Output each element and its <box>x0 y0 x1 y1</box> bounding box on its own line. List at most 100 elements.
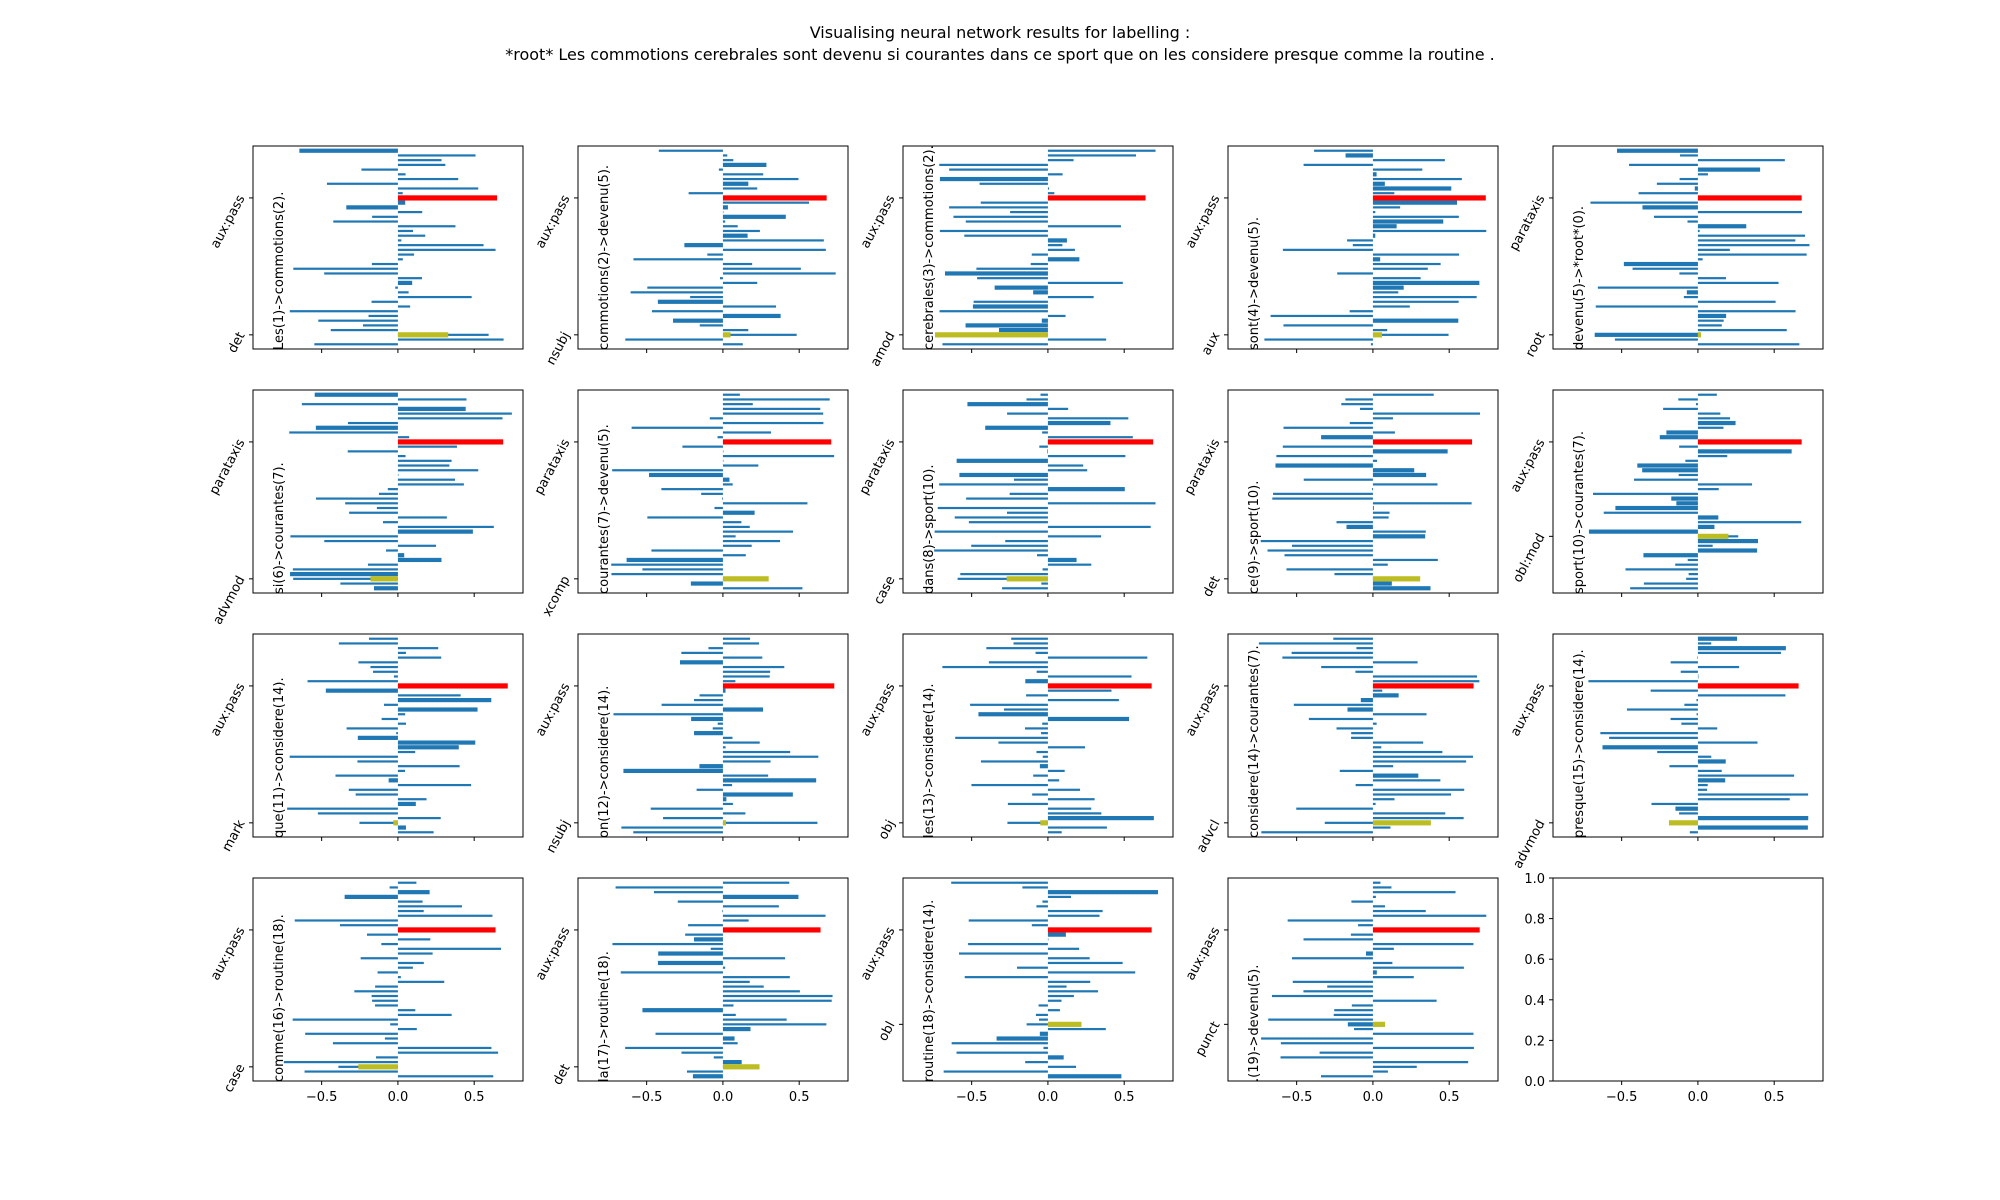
bar <box>1372 755 1473 758</box>
bar <box>1047 779 1060 782</box>
bar <box>1372 741 1424 744</box>
bar <box>1372 318 1459 323</box>
bar <box>1697 324 1722 327</box>
bar <box>1372 746 1382 749</box>
bar <box>1047 417 1129 420</box>
bar <box>1697 224 1747 229</box>
bar <box>397 154 476 157</box>
bar <box>1276 454 1373 458</box>
bar <box>1679 445 1698 448</box>
bar <box>1349 310 1373 313</box>
bar <box>1303 163 1373 166</box>
bar <box>1372 233 1376 238</box>
bar <box>965 220 1048 223</box>
bar <box>1036 905 1048 908</box>
bar <box>1268 1018 1373 1021</box>
bar <box>722 821 818 824</box>
bar <box>722 1026 751 1032</box>
bar <box>1600 732 1698 735</box>
bar <box>1345 153 1373 158</box>
bar <box>1697 825 1808 830</box>
y-tick-label-bottom: xcomp <box>540 574 574 619</box>
bar <box>397 553 405 558</box>
bar <box>1047 1055 1064 1060</box>
bar <box>1372 722 1377 725</box>
bar <box>1351 732 1373 735</box>
bar <box>613 713 723 716</box>
bar <box>1336 521 1373 524</box>
y-tick-label-bottom: case <box>871 574 898 607</box>
bar <box>722 792 793 797</box>
bar <box>292 568 398 571</box>
bar <box>1597 286 1698 289</box>
bar <box>1352 244 1373 247</box>
bar <box>1671 496 1698 501</box>
bar <box>1687 220 1698 223</box>
subplot: aux:pass mark que(11)->considere(14). <box>208 633 524 854</box>
bar <box>988 661 1048 664</box>
bar <box>397 239 402 242</box>
x-tick-label: −0.5 <box>631 1090 663 1105</box>
bar <box>722 181 749 186</box>
bar <box>397 229 414 233</box>
bar <box>397 914 493 917</box>
bar <box>647 286 723 289</box>
bar <box>1261 831 1373 834</box>
bar <box>1685 459 1698 462</box>
bar <box>1372 511 1390 514</box>
bar <box>722 665 785 669</box>
bar <box>348 421 398 425</box>
bar <box>1372 459 1378 462</box>
bar <box>381 717 398 721</box>
bar <box>375 1004 398 1007</box>
y-tick-label-bottom: mark <box>220 817 249 854</box>
bar <box>1697 234 1806 237</box>
bar <box>722 502 808 505</box>
bar <box>1657 750 1698 754</box>
bar <box>397 831 434 834</box>
bar <box>1042 431 1048 434</box>
bar <box>335 774 398 777</box>
bar <box>1035 651 1048 654</box>
bar <box>357 735 398 740</box>
bar <box>1047 985 1067 988</box>
bar <box>1320 1075 1373 1078</box>
bar <box>397 200 406 205</box>
bar <box>386 549 398 552</box>
bar <box>1594 332 1698 337</box>
bar <box>1047 525 1151 529</box>
bar <box>293 577 398 580</box>
bar <box>1697 159 1785 162</box>
bar <box>1033 290 1048 295</box>
bar <box>954 516 1048 519</box>
bar <box>358 661 398 664</box>
bar <box>707 253 723 256</box>
bar <box>1372 267 1428 270</box>
bar <box>1047 914 1100 917</box>
bar <box>397 338 504 341</box>
bar <box>998 328 1048 333</box>
bar <box>722 267 801 270</box>
bar <box>1355 783 1373 787</box>
bar <box>1286 568 1373 571</box>
bar <box>1697 544 1713 547</box>
bar <box>1372 773 1419 778</box>
axes-frame <box>902 145 1174 350</box>
bar <box>722 778 817 783</box>
bar <box>694 698 723 702</box>
bar <box>1360 407 1373 410</box>
bar <box>1047 788 1081 791</box>
bar <box>1047 807 1092 810</box>
x-tick-label: −0.5 <box>306 1090 338 1105</box>
bar <box>1686 290 1698 295</box>
bar <box>1047 487 1125 492</box>
secondary-bar <box>1040 820 1048 826</box>
arc-label: que(11)->considere(14). <box>272 677 287 838</box>
bar <box>371 300 398 303</box>
bar <box>395 286 398 289</box>
bar <box>1372 483 1438 486</box>
bar <box>397 464 450 467</box>
bar <box>965 323 1048 328</box>
bar <box>722 329 749 332</box>
bar <box>722 1023 827 1026</box>
